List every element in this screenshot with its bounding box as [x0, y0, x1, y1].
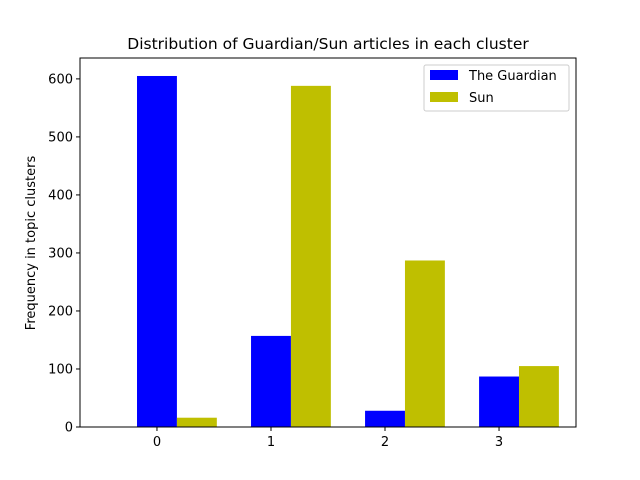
legend-label-guardian: The Guardian — [468, 69, 557, 84]
bar-sun-cluster-2 — [404, 260, 445, 427]
x-tick-label: 0 — [153, 435, 161, 450]
legend-label-sun: Sun — [469, 91, 494, 106]
bar-the-guardian-cluster-0 — [137, 75, 177, 428]
bar-sun-cluster-3 — [518, 366, 559, 427]
y-tick-label: 500 — [48, 130, 73, 145]
chart-title: Distribution of Guardian/Sun articles in… — [127, 35, 529, 53]
y-tick-label: 300 — [48, 246, 73, 261]
y-tick-label: 200 — [48, 304, 73, 319]
bar-the-guardian-cluster-1 — [251, 335, 291, 427]
bar-sun-cluster-1 — [290, 85, 331, 427]
y-axis-label: Frequency in topic clusters — [24, 156, 39, 331]
x-tick-label: 1 — [267, 435, 275, 450]
legend-box — [423, 64, 570, 112]
bar-the-guardian-cluster-2 — [365, 410, 405, 427]
legend-swatch-sun — [430, 92, 458, 102]
bars-layer — [137, 75, 559, 428]
bar-sun-cluster-0 — [176, 417, 217, 427]
legend: The Guardian Sun — [423, 64, 570, 112]
plot-frame — [79, 57, 577, 428]
y-tick-label: 600 — [48, 72, 73, 87]
y-tick-label: 400 — [48, 188, 73, 203]
y-tick-label: 100 — [48, 362, 73, 377]
y-tick-label: 0 — [65, 421, 73, 436]
x-tick-label: 3 — [495, 435, 503, 450]
ticks-layer: 0 100 200 300 400 500 600 0 1 2 3 — [48, 72, 503, 450]
x-tick-label: 2 — [381, 435, 389, 450]
legend-swatch-guardian — [430, 70, 458, 80]
bar-the-guardian-cluster-3 — [479, 376, 519, 427]
